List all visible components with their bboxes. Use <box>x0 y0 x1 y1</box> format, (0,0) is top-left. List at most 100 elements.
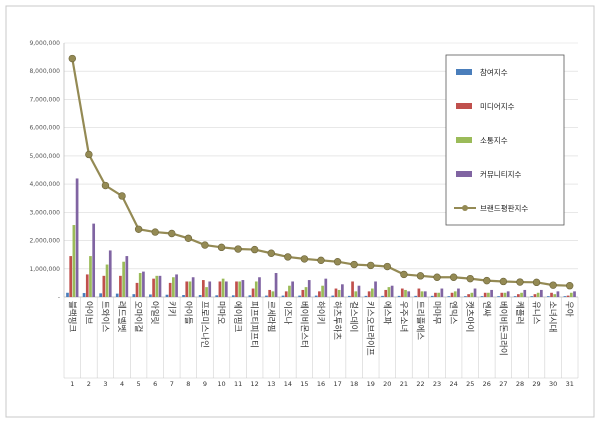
bar-2 <box>119 275 122 297</box>
category-label: 피프티피프티 <box>249 301 259 348</box>
bar-2 <box>351 281 354 297</box>
category-label: 유니스 <box>531 301 542 325</box>
line-point <box>300 255 309 263</box>
bar-3 <box>520 292 523 297</box>
line-point <box>416 272 425 280</box>
bar-3 <box>271 291 275 297</box>
bar-4 <box>224 281 228 297</box>
line-point <box>499 277 508 286</box>
bar-2 <box>483 292 487 297</box>
bar-1 <box>149 294 152 297</box>
bar-1 <box>348 295 351 297</box>
bar-3 <box>288 285 291 297</box>
y-tick-label: 5,000,000 <box>29 153 60 160</box>
bar-2 <box>550 292 553 297</box>
category-label: 아일릿 <box>149 301 160 325</box>
bar-3 <box>138 273 142 297</box>
rank-label: 16 <box>317 380 325 388</box>
category-label: 하이키 <box>315 301 326 324</box>
bar-4 <box>258 277 261 297</box>
category-label: 이즈나 <box>282 301 293 325</box>
bar-3 <box>536 292 540 297</box>
category-label: 케플러 <box>514 301 524 324</box>
line-point <box>85 150 93 159</box>
rank-label: 27 <box>499 380 507 388</box>
rank-label: 2 <box>87 380 91 388</box>
bar-2 <box>218 281 222 297</box>
legend-label: 브랜드평판지수 <box>480 203 528 213</box>
y-tick-label: 4,000,000 <box>29 181 60 188</box>
bar-4 <box>390 285 394 297</box>
bar-4 <box>341 284 344 297</box>
line-point <box>516 278 524 286</box>
bar-4 <box>539 289 543 297</box>
category-label: 프로미스나인 <box>199 301 210 348</box>
bar-4 <box>208 281 212 297</box>
line-point <box>483 276 491 285</box>
bar-3 <box>437 292 441 297</box>
bar-3 <box>354 291 358 297</box>
bar-3 <box>254 281 258 297</box>
bar-4 <box>175 274 178 297</box>
line-point <box>317 256 325 265</box>
line-point <box>284 253 292 261</box>
bar-1 <box>364 295 368 297</box>
bar-1 <box>464 296 467 297</box>
legend-label: 미디어지수 <box>480 101 515 111</box>
bar-3 <box>370 288 374 297</box>
bar-2 <box>135 282 139 297</box>
bar-3 <box>155 275 159 297</box>
bar-1 <box>381 295 384 297</box>
line-point <box>68 54 76 63</box>
line-point <box>168 229 176 238</box>
category-label: 르세라핌 <box>265 301 276 332</box>
rank-label: 10 <box>217 380 225 388</box>
rank-label: 31 <box>566 380 574 388</box>
bar-2 <box>500 292 504 297</box>
bar-2 <box>566 295 570 297</box>
line-point <box>151 228 159 236</box>
y-tick-label: - <box>58 294 60 301</box>
bar-1 <box>165 294 169 297</box>
bar-4 <box>241 280 245 297</box>
bar-2 <box>235 281 238 297</box>
rank-label: 26 <box>483 380 491 388</box>
bar-1 <box>198 295 202 297</box>
y-tick-label: 6,000,000 <box>29 125 60 132</box>
bar-2 <box>152 278 155 297</box>
rank-label: 17 <box>333 380 341 388</box>
bar-2 <box>85 274 89 297</box>
rank-label: 28 <box>516 380 524 388</box>
bar-3 <box>172 277 175 297</box>
bar-3 <box>404 289 407 297</box>
bar-2 <box>467 294 470 297</box>
bar-2 <box>284 291 288 297</box>
category-label: 트리플에스 <box>414 301 424 340</box>
bar-2 <box>318 291 321 297</box>
bar-2 <box>102 275 106 297</box>
y-tick-label: 7,000,000 <box>29 96 60 103</box>
category-label: 트와이스 <box>99 301 110 332</box>
bar-3 <box>453 291 457 297</box>
bar-4 <box>307 280 311 297</box>
line-point <box>433 273 441 281</box>
rank-label: 12 <box>251 380 259 388</box>
bar-3 <box>420 291 424 297</box>
y-tick-label: 3,000,000 <box>29 209 60 216</box>
legend-swatch <box>456 171 472 177</box>
category-label: 에이핑크 <box>232 301 243 332</box>
category-label: 걸스데이 <box>348 301 359 332</box>
rank-label: 13 <box>267 380 275 388</box>
bar-1 <box>265 295 268 297</box>
line-point <box>267 249 275 257</box>
bar-2 <box>185 281 189 297</box>
bar-2 <box>434 292 437 297</box>
bar-2 <box>201 280 205 297</box>
bar-4 <box>108 250 112 297</box>
category-label: 마마무 <box>431 301 441 325</box>
bar-4 <box>556 291 560 297</box>
category-label: 마마오 <box>216 301 226 325</box>
line-point <box>532 278 541 287</box>
bar-2 <box>69 256 73 297</box>
